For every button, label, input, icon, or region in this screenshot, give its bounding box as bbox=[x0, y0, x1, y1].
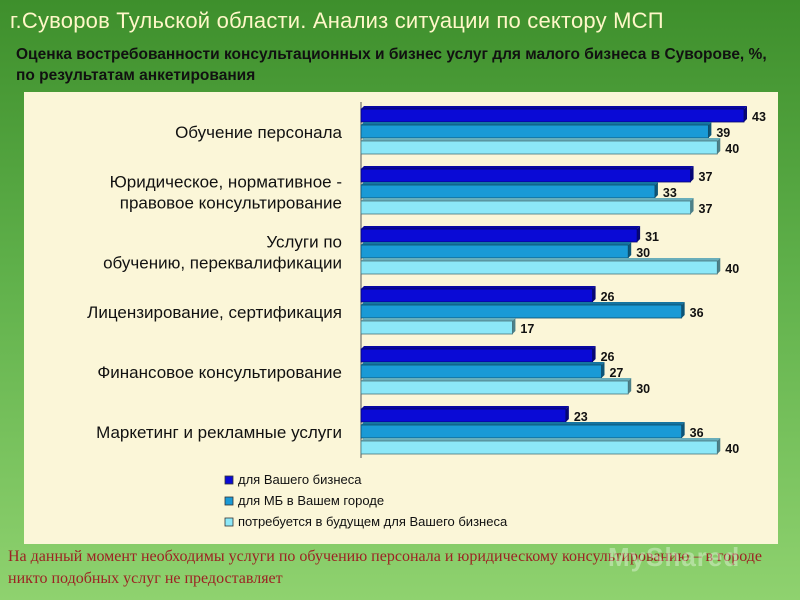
bar-side-face bbox=[592, 286, 596, 302]
bar bbox=[360, 200, 691, 215]
bar bbox=[360, 364, 602, 379]
bar-side-face bbox=[708, 122, 712, 138]
bar-top-face bbox=[361, 258, 721, 261]
data-label: 23 bbox=[574, 410, 588, 424]
bar-top-face bbox=[361, 318, 516, 321]
bar-side-face bbox=[628, 378, 632, 394]
legend-label: потребуется в будущем для Вашего бизнеса bbox=[238, 514, 508, 529]
bar bbox=[360, 288, 593, 303]
category-label: Лицензирование, сертификация bbox=[87, 303, 342, 322]
bar-top-face bbox=[361, 302, 685, 305]
data-label: 30 bbox=[636, 246, 650, 260]
chart-subtitle: Оценка востребованности консультационных… bbox=[16, 46, 767, 84]
bar bbox=[360, 440, 718, 455]
bar bbox=[360, 228, 638, 243]
legend-swatch bbox=[224, 517, 234, 527]
data-label: 27 bbox=[609, 366, 623, 380]
bar bbox=[360, 348, 593, 363]
bar-side-face bbox=[690, 166, 694, 182]
watermark-text: MyShared bbox=[608, 542, 741, 572]
data-label: 26 bbox=[601, 290, 615, 304]
bar-side-face bbox=[637, 226, 641, 242]
category-label: Маркетинг и рекламные услуги bbox=[96, 423, 342, 442]
bar-side-face bbox=[744, 106, 747, 122]
legend-swatch bbox=[224, 475, 234, 485]
bar bbox=[360, 304, 683, 319]
legend-label: для Вашего бизнеса bbox=[238, 472, 362, 487]
bar-top-face bbox=[361, 182, 658, 185]
bar-side-face bbox=[681, 302, 685, 318]
legend-swatch bbox=[224, 496, 234, 506]
data-label: 17 bbox=[520, 322, 534, 336]
bar bbox=[360, 260, 718, 275]
data-label: 36 bbox=[690, 426, 704, 440]
data-label: 26 bbox=[601, 350, 615, 364]
bar-top-face bbox=[361, 166, 694, 169]
category-label: Финансовое консультирование bbox=[97, 363, 342, 382]
data-label: 40 bbox=[725, 262, 739, 276]
bar-top-face bbox=[361, 422, 685, 425]
category-label: Обучение персонала bbox=[175, 123, 342, 142]
data-label: 40 bbox=[725, 142, 739, 156]
bar bbox=[360, 408, 567, 423]
bar-top-face bbox=[361, 106, 747, 109]
bar-top-face bbox=[361, 226, 641, 229]
bar-top-face bbox=[361, 406, 569, 409]
bar bbox=[360, 424, 683, 439]
bar-top-face bbox=[361, 138, 721, 141]
page-title: г.Суворов Тульской области. Анализ ситуа… bbox=[10, 8, 664, 33]
data-label: 43 bbox=[752, 110, 766, 124]
data-label: 39 bbox=[716, 126, 730, 140]
bar-top-face bbox=[361, 122, 712, 125]
bar bbox=[360, 184, 656, 199]
bar-side-face bbox=[512, 318, 516, 334]
bar-top-face bbox=[361, 198, 694, 201]
data-label: 33 bbox=[663, 186, 677, 200]
bar bbox=[360, 244, 629, 259]
bar-side-face bbox=[628, 242, 632, 258]
bar-top-face bbox=[361, 346, 596, 349]
data-label: 37 bbox=[699, 170, 713, 184]
category-label: обучению, переквалификации bbox=[103, 254, 342, 273]
data-label: 30 bbox=[636, 382, 650, 396]
bar-top-face bbox=[361, 438, 721, 441]
bar bbox=[360, 140, 718, 155]
bar-side-face bbox=[601, 362, 605, 378]
data-label: 40 bbox=[725, 442, 739, 456]
bar-top-face bbox=[361, 362, 605, 365]
bar-top-face bbox=[361, 378, 632, 381]
bar bbox=[360, 124, 709, 139]
data-label: 36 bbox=[690, 306, 704, 320]
bar-side-face bbox=[690, 198, 694, 214]
bar bbox=[360, 320, 513, 335]
data-label: 37 bbox=[699, 202, 713, 216]
bar-top-face bbox=[361, 286, 596, 289]
bar-side-face bbox=[717, 438, 721, 454]
chart-panel: Обучение персонала 43 39 40 Юридическое, нор… bbox=[24, 92, 778, 544]
category-label: Юридическое, нормативное - bbox=[110, 173, 342, 192]
footer-note: На данный момент необходимы услуги по об… bbox=[8, 548, 762, 587]
category-label: правовое консультирование bbox=[120, 194, 342, 213]
bar-side-face bbox=[592, 346, 596, 362]
bar bbox=[360, 380, 629, 395]
bar-side-face bbox=[717, 138, 721, 154]
bar-top-face bbox=[361, 242, 632, 245]
legend-label: для МБ в Вашем городе bbox=[238, 493, 384, 508]
bar-side-face bbox=[565, 406, 569, 422]
category-label: Услуги по bbox=[266, 233, 342, 252]
bar bbox=[360, 168, 691, 183]
data-label: 31 bbox=[645, 230, 659, 244]
bar-side-face bbox=[654, 182, 658, 198]
bar-side-face bbox=[681, 422, 685, 438]
bar-chart: Обучение персонала 43 39 40 Юридическое, нор… bbox=[87, 102, 766, 529]
bar-side-face bbox=[717, 258, 721, 274]
bar bbox=[360, 108, 745, 123]
